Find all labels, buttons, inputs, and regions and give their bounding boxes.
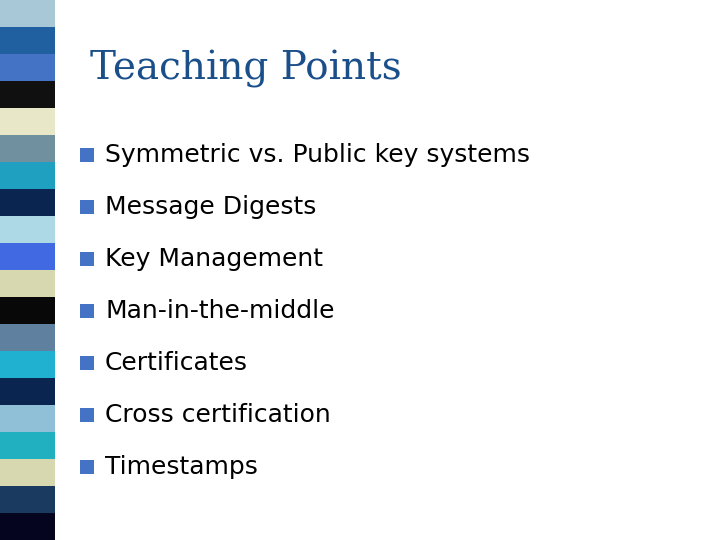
Bar <box>80 304 94 318</box>
Text: Timestamps: Timestamps <box>105 455 258 479</box>
Bar <box>0 486 55 513</box>
Bar <box>0 297 55 324</box>
Bar <box>80 148 94 162</box>
Bar <box>0 324 55 351</box>
Text: Message Digests: Message Digests <box>105 195 316 219</box>
Bar <box>0 27 55 54</box>
Bar <box>0 459 55 486</box>
Text: Certificates: Certificates <box>105 351 248 375</box>
Bar <box>0 108 55 135</box>
Text: Teaching Points: Teaching Points <box>90 50 402 88</box>
Bar <box>0 432 55 459</box>
Text: Key Management: Key Management <box>105 247 323 271</box>
Bar <box>0 189 55 216</box>
Bar <box>80 460 94 474</box>
Bar <box>0 513 55 540</box>
Bar <box>80 356 94 370</box>
Bar <box>80 200 94 214</box>
Bar <box>80 408 94 422</box>
Bar <box>0 54 55 81</box>
Bar <box>80 252 94 266</box>
Bar <box>0 135 55 162</box>
Bar <box>0 378 55 405</box>
Bar <box>0 162 55 189</box>
Bar <box>0 270 55 297</box>
Text: Man-in-the-middle: Man-in-the-middle <box>105 299 335 323</box>
Text: Symmetric vs. Public key systems: Symmetric vs. Public key systems <box>105 143 530 167</box>
Bar <box>0 243 55 270</box>
Bar <box>0 81 55 108</box>
Bar <box>0 351 55 378</box>
Text: Cross certification: Cross certification <box>105 403 330 427</box>
Bar <box>0 216 55 243</box>
Bar <box>0 0 55 27</box>
Bar <box>0 405 55 432</box>
